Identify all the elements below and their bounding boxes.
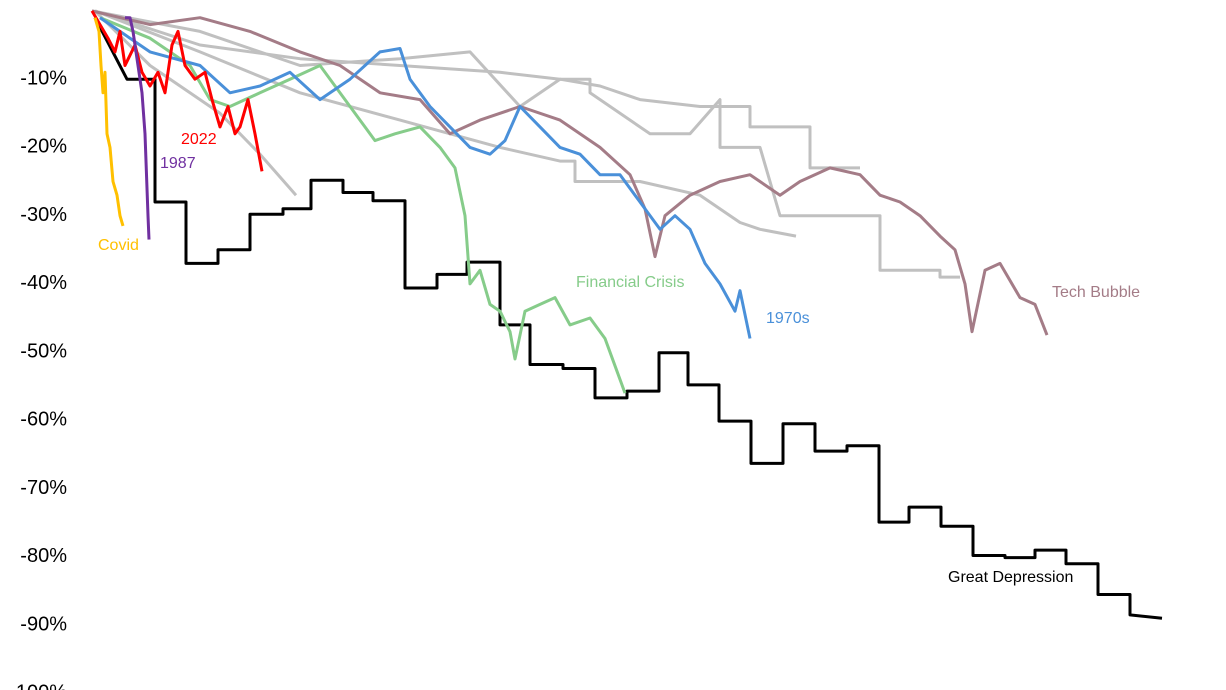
background-line [93, 9, 298, 197]
series-line [99, 16, 752, 339]
y-tick-label: -20% [20, 136, 67, 158]
y-tick-label: -90% [20, 613, 67, 635]
series-line [93, 17, 125, 227]
series-line [99, 16, 627, 394]
y-tick-label: -30% [20, 204, 67, 226]
background-line [94, 9, 860, 170]
series-label: 2022 [181, 131, 217, 148]
series-line [93, 17, 1163, 620]
series-label: Covid [98, 237, 139, 254]
series-line [125, 16, 151, 240]
y-tick-label: -40% [20, 272, 67, 294]
y-tick-label: -70% [20, 477, 67, 499]
y-tick-label: -10% [20, 67, 67, 89]
background-line [91, 9, 960, 279]
y-tick-label: -50% [20, 340, 67, 362]
series-label: 1970s [766, 310, 810, 327]
series-line [91, 9, 1049, 336]
series-line [90, 10, 264, 172]
background-line [94, 9, 797, 238]
y-tick-label: -60% [20, 409, 67, 431]
series-label: Tech Bubble [1052, 284, 1140, 301]
series-label: Financial Crisis [576, 274, 684, 291]
series-label: Great Depression [948, 569, 1073, 586]
series-label: 1987 [160, 155, 196, 172]
y-tick-label: -80% [20, 545, 67, 567]
y-tick-label: -100% [9, 682, 67, 690]
